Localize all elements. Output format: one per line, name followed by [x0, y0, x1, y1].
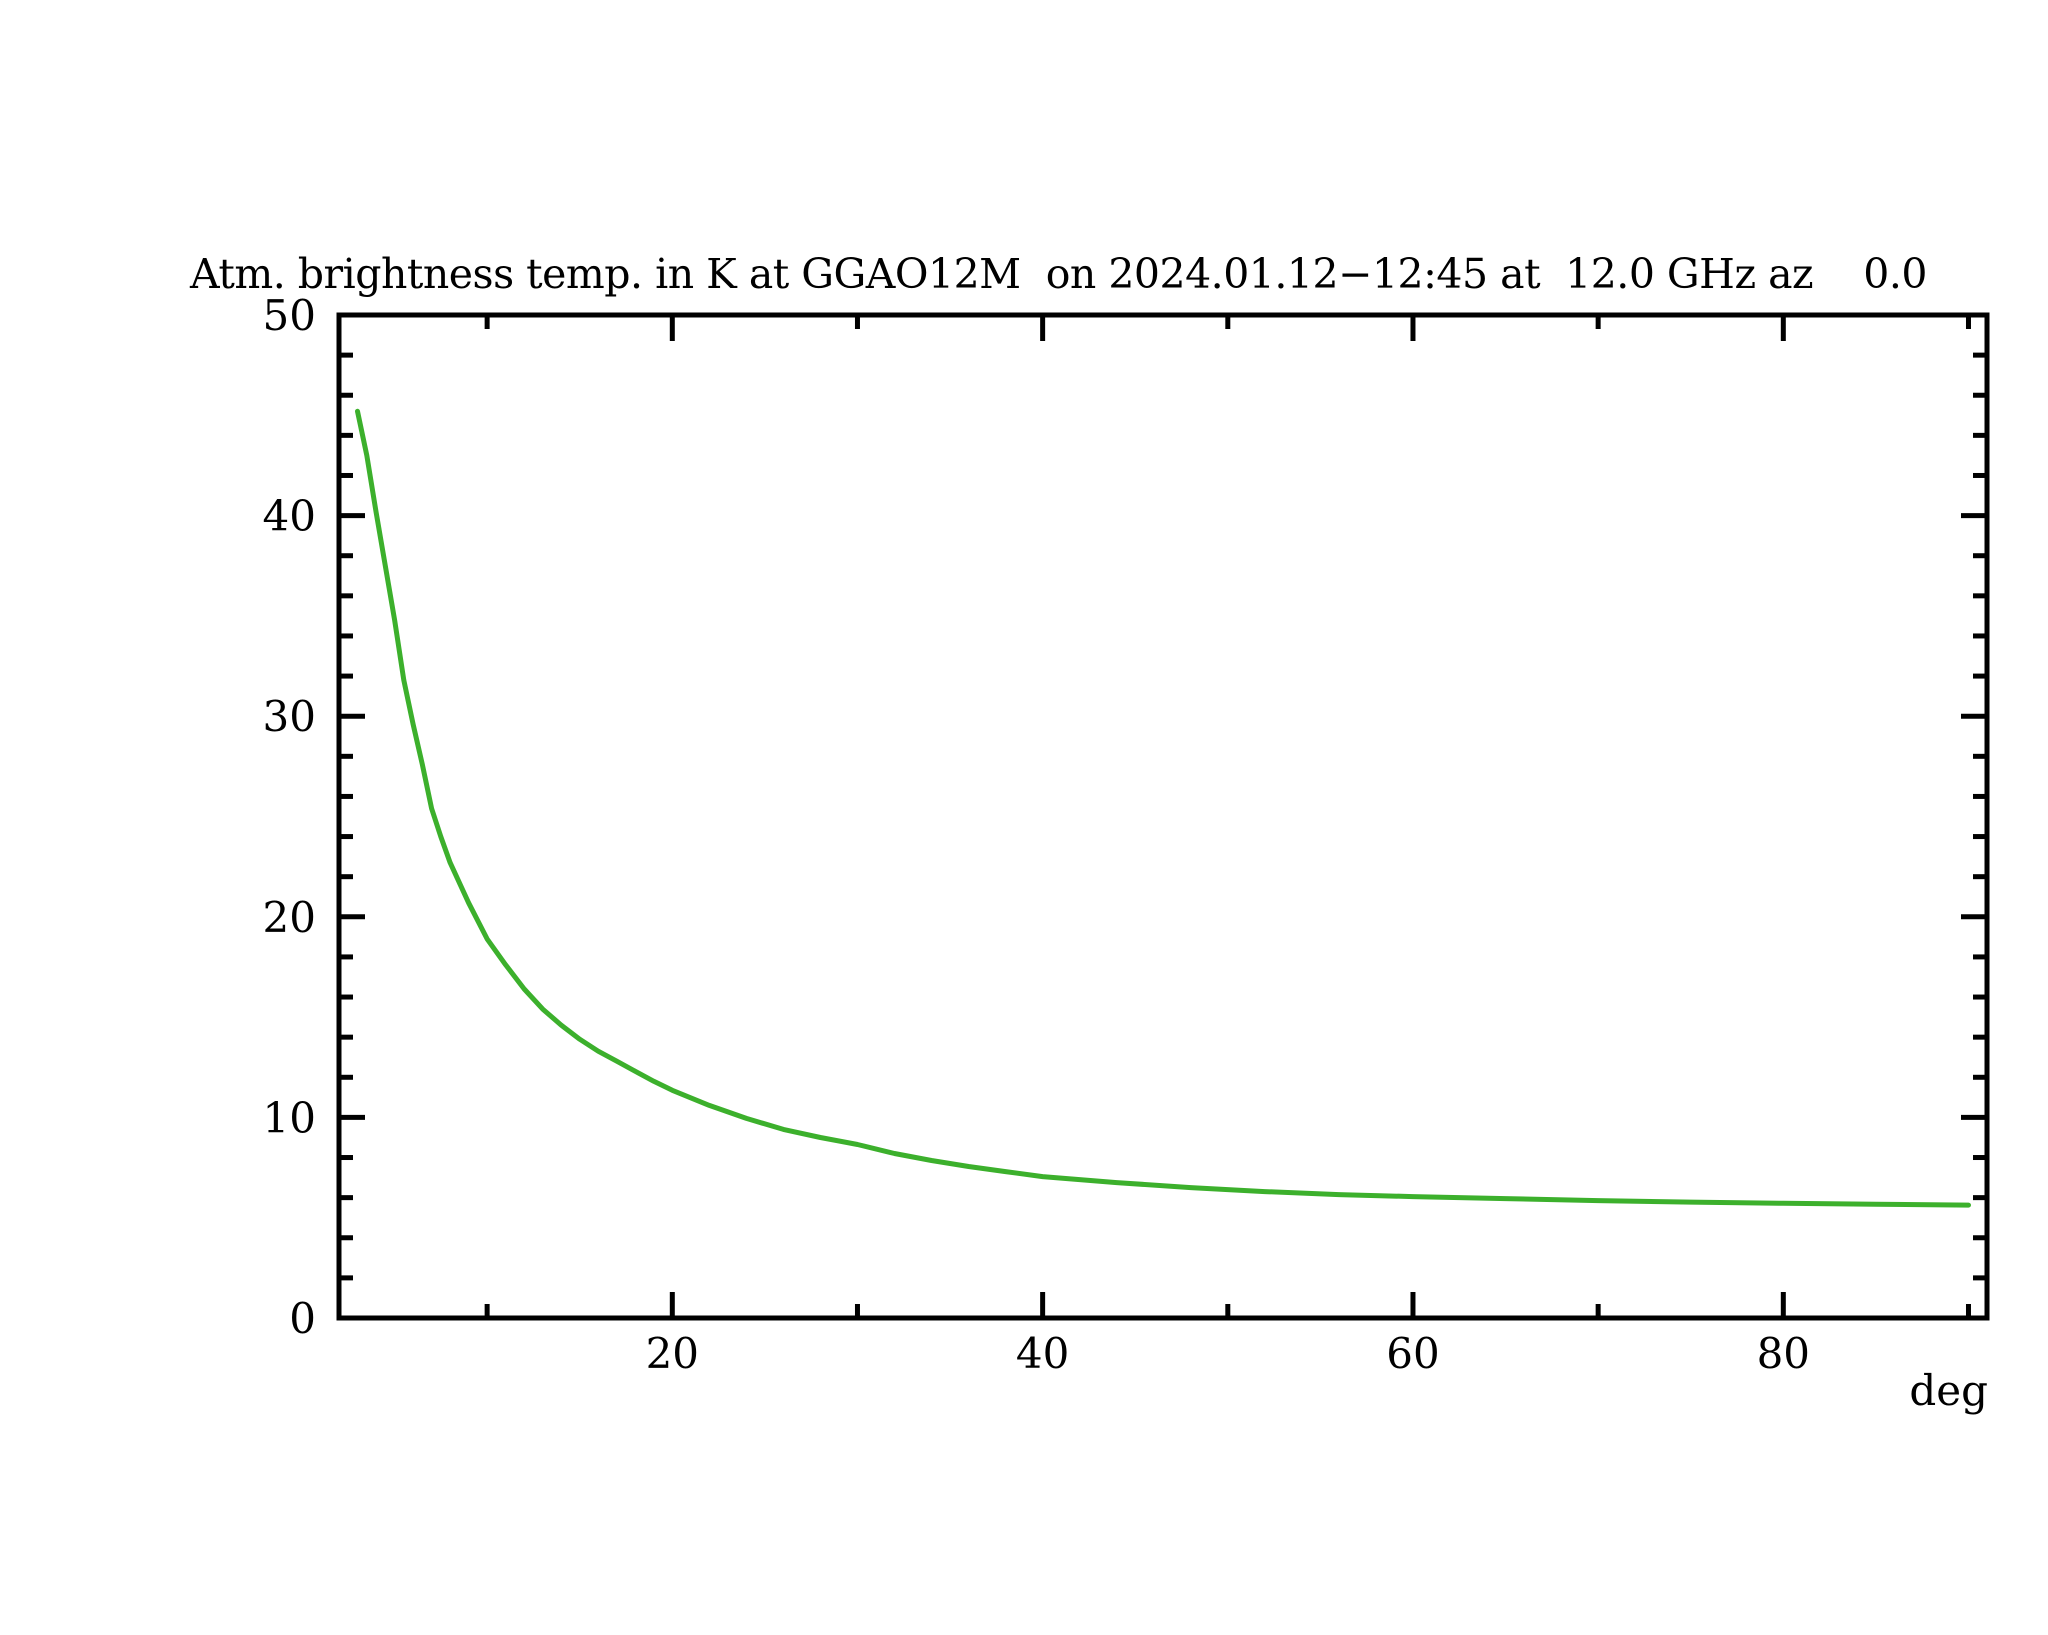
y-tick-label: 40 [263, 492, 316, 541]
y-tick-label: 30 [263, 692, 316, 741]
x-axis-unit-label: deg [1909, 1366, 1988, 1415]
axis-tick-labels: 20 40 60 80 0 10 20 30 40 50 [263, 291, 1810, 1378]
axis-ticks [339, 312, 1987, 1321]
x-tick-label: 40 [1016, 1329, 1069, 1378]
data-series [355, 408, 1971, 1208]
temperature-curve [355, 408, 1971, 1208]
y-tick-label: 50 [263, 291, 316, 340]
y-tick-label: 10 [263, 1093, 316, 1142]
y-tick-label: 0 [289, 1294, 316, 1343]
plot-frame-box [336, 312, 1990, 1321]
y-tick-label: 20 [263, 893, 316, 942]
x-tick-label: 20 [646, 1329, 699, 1378]
plot-frame [336, 312, 1990, 1321]
x-tick-label: 80 [1757, 1329, 1810, 1378]
x-tick-label: 60 [1386, 1329, 1439, 1378]
chart-title: Atm. brightness temp. in K at GGAO12M on… [190, 250, 1927, 298]
